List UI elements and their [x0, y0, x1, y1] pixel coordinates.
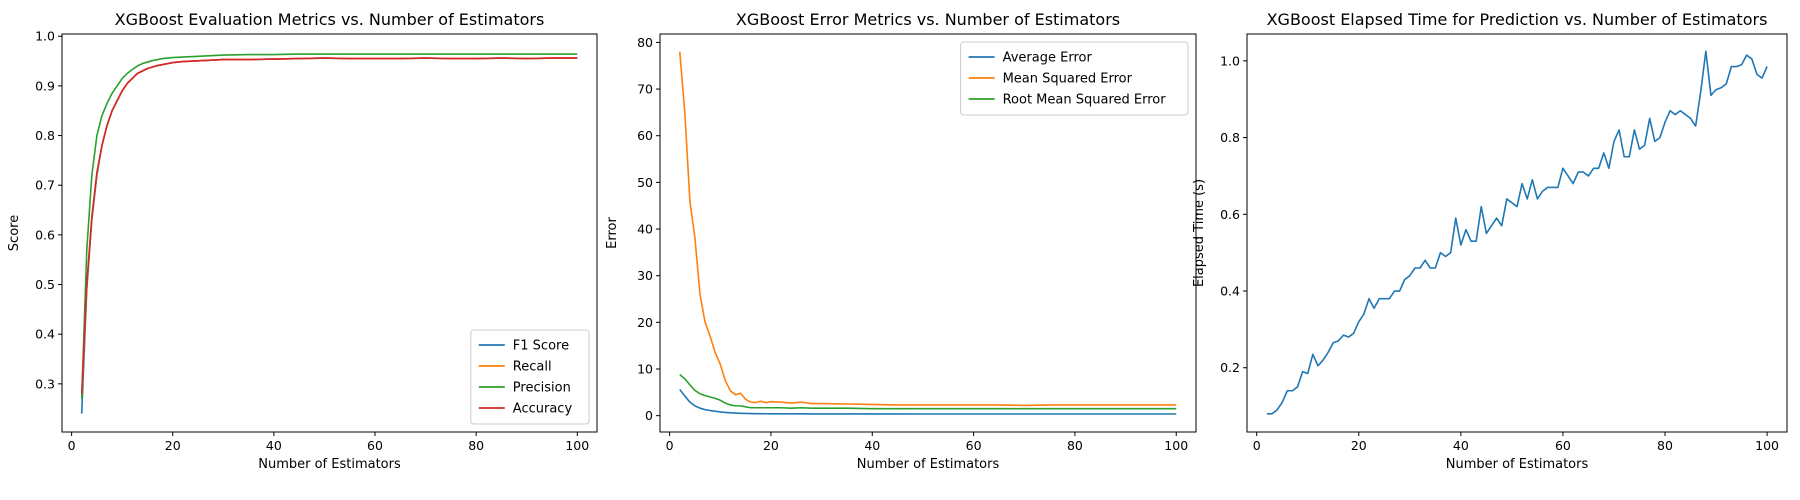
y-tick-label: 0.8	[35, 128, 55, 143]
y-tick-label: 10	[637, 362, 653, 377]
y-tick-label: 0.9	[35, 78, 55, 93]
x-tick-label: 100	[565, 438, 589, 453]
y-tick-label: 50	[637, 175, 653, 190]
legend-label: Recall	[513, 360, 552, 375]
legend-box	[960, 41, 1189, 116]
chart-title: XGBoost Error Metrics vs. Number of Esti…	[736, 10, 1120, 29]
x-tick-label: 60	[1555, 438, 1571, 453]
y-axis-label: Score	[7, 215, 22, 251]
x-tick-label: 20	[1351, 438, 1367, 453]
legend-label: Average Error	[1003, 51, 1093, 66]
y-tick-label: 0.4	[35, 327, 55, 342]
x-tick-label: 40	[864, 438, 880, 453]
y-tick-label: 40	[637, 222, 653, 237]
x-tick-label: 0	[1253, 438, 1261, 453]
x-tick-label: 80	[1657, 438, 1673, 453]
x-tick-label: 40	[266, 438, 282, 453]
series-line-elapsed-time	[1266, 50, 1768, 415]
y-tick-label: 0.6	[35, 227, 55, 242]
y-tick-label: 0.4	[1220, 284, 1240, 299]
series-line-root-mean-squared-error	[679, 373, 1177, 410]
y-tick-label: 0.6	[1220, 207, 1240, 222]
x-tick-label: 60	[966, 438, 982, 453]
y-tick-label: 60	[637, 128, 653, 143]
legend-box	[470, 329, 590, 425]
chart-title: XGBoost Evaluation Metrics vs. Number of…	[115, 10, 545, 29]
y-tick-label: 0.3	[35, 376, 55, 391]
y-tick-label: 70	[637, 82, 653, 97]
plot-area	[1266, 50, 1768, 415]
chart-panel-1: XGBoost Evaluation Metrics vs. Number of…	[7, 10, 598, 472]
legend: Average Error Mean Squared Error Root Mean…	[960, 41, 1189, 116]
y-tick-label: 20	[637, 315, 653, 330]
x-axis-label: Number of Estimators	[857, 457, 1000, 472]
plot-area	[80, 53, 578, 414]
x-tick-label: 80	[468, 438, 484, 453]
x-axis-label: Number of Estimators	[1446, 457, 1589, 472]
series-line-precision	[80, 53, 578, 399]
legend: F1 Score Recall Precision Accuracy	[470, 329, 590, 425]
y-tick-label: 0.5	[35, 277, 55, 292]
legend-label: Precision	[513, 381, 571, 396]
axes-frame	[659, 33, 1197, 433]
series-line-average-error	[679, 389, 1177, 415]
y-tick-label: 0.2	[1220, 360, 1240, 375]
y-tick-label: 0.8	[1220, 130, 1240, 145]
x-axis-label: Number of Estimators	[258, 457, 401, 472]
y-tick-label: 0	[645, 408, 653, 423]
plot-area	[678, 51, 1177, 415]
y-tick-label: 0.7	[35, 178, 55, 193]
y-tick-label: 80	[637, 35, 653, 50]
y-axis-label: Elapsed Time (s)	[1192, 179, 1207, 287]
x-tick-label: 40	[1453, 438, 1469, 453]
legend-label: Root Mean Squared Error	[1003, 93, 1167, 108]
x-tick-label: 100	[1755, 438, 1779, 453]
x-tick-label: 100	[1164, 438, 1188, 453]
y-axis-label: Error	[605, 217, 620, 249]
x-tick-label: 0	[666, 438, 674, 453]
y-tick-label: 1.0	[35, 29, 55, 44]
x-tick-label: 80	[1067, 438, 1083, 453]
series-line-accuracy	[80, 57, 578, 394]
series-line-mean-squared-error	[678, 51, 1177, 407]
chart-panel-3: XGBoost Elapsed Time for Prediction vs. …	[1192, 10, 1788, 472]
legend-label: Mean Squared Error	[1003, 72, 1133, 87]
x-tick-label: 20	[763, 438, 779, 453]
y-tick-label: 30	[637, 268, 653, 283]
x-tick-label: 0	[68, 438, 76, 453]
legend-label: F1 Score	[513, 339, 569, 354]
x-tick-label: 60	[367, 438, 383, 453]
axes-frame	[61, 33, 598, 433]
legend-label: Accuracy	[513, 402, 573, 417]
chart-panel-2: XGBoost Error Metrics vs. Number of Esti…	[605, 10, 1197, 472]
chart-title: XGBoost Elapsed Time for Prediction vs. …	[1267, 10, 1768, 29]
y-tick-label: 1.0	[1220, 53, 1240, 68]
x-tick-label: 20	[165, 438, 181, 453]
axes-frame	[1246, 33, 1788, 433]
